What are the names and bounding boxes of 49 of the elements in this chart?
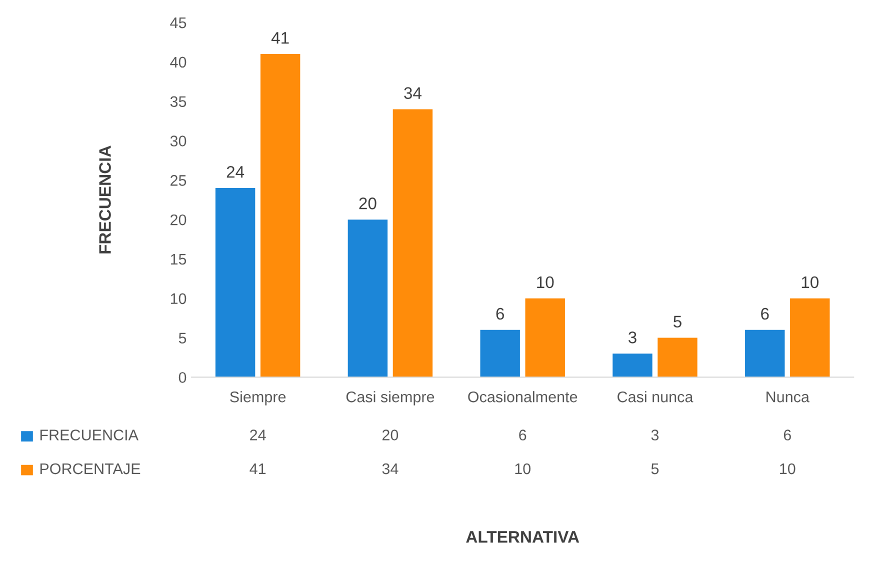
x-tick-label: Casi nunca [618, 391, 694, 402]
x-tick-label: Nunca [766, 392, 810, 402]
y-tick-label: 35 [170, 96, 186, 108]
y-axis-title: FRECUENCIA [99, 146, 111, 254]
y-tick-label: 25 [170, 175, 186, 186]
text: 10 [780, 463, 796, 474]
legend-label: FRECUENCIA [40, 430, 138, 440]
bar [348, 220, 388, 378]
text: 10 [515, 463, 530, 474]
data-label: 5 [674, 316, 682, 328]
text: 5 [651, 464, 659, 474]
legend-label: PORCENTAJE [40, 463, 140, 474]
x-tick-label: Ocasionalmente [468, 391, 578, 402]
bar [745, 330, 785, 378]
text: ALTERNATIVA [466, 531, 580, 543]
text: 3 [651, 430, 659, 440]
data-label: 41 [271, 32, 289, 44]
y-tick-label: 5 [178, 332, 186, 344]
y-tick-label: 40 [170, 56, 186, 68]
y-tick-label: 10 [170, 293, 186, 304]
data-label: 10 [537, 276, 554, 288]
text: 41 [250, 464, 266, 474]
data-label: 3 [628, 332, 636, 344]
y-tick-label: 15 [170, 254, 186, 265]
bar [525, 298, 565, 378]
text: 34 [382, 463, 398, 474]
y-tick-label: 30 [170, 136, 186, 146]
data-label: 34 [404, 87, 422, 99]
text: 6 [784, 430, 791, 440]
data-label: 6 [496, 308, 504, 320]
bar [612, 354, 652, 378]
y-tick-label: 0 [178, 372, 186, 383]
text: 24 [250, 430, 266, 440]
bar [790, 298, 830, 378]
bar [215, 188, 256, 378]
data-label: 10 [802, 276, 819, 288]
data-label: 20 [359, 198, 376, 210]
x-tick-label: Casi siempre [346, 391, 434, 406]
text: 20 [382, 430, 398, 440]
bar [658, 338, 698, 378]
data-label: 24 [226, 166, 244, 178]
text: 6 [519, 430, 526, 440]
bar [480, 330, 520, 378]
data-label: 6 [761, 308, 769, 320]
y-tick-label: 45 [170, 18, 186, 28]
y-tick-label: 20 [170, 214, 186, 226]
x-tick-label: Siempre [230, 391, 286, 406]
bar [392, 109, 433, 378]
bar [260, 54, 300, 378]
